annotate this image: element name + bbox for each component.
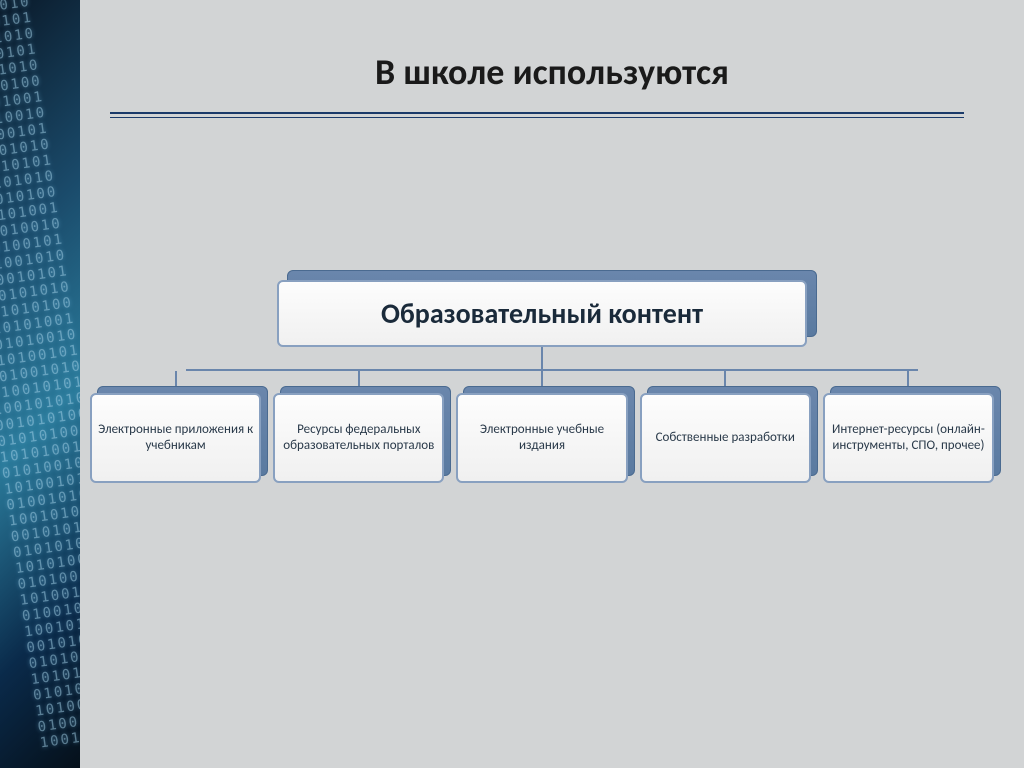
child-box: Электронные приложения к учебникам (90, 393, 261, 483)
child-node: Электронные учебные издания (456, 371, 627, 483)
child-box-wrap: Ресурсы федеральных образовательных порт… (273, 393, 444, 483)
child-box: Электронные учебные издания (456, 393, 627, 483)
slide-main: В школе используются Образовательный кон… (80, 0, 1024, 768)
title-underline (110, 112, 964, 118)
child-node: Электронные приложения к учебникам (90, 371, 261, 483)
child-node: Ресурсы федеральных образовательных порт… (273, 371, 444, 483)
child-box: Собственные разработки (640, 393, 811, 483)
child-node: Собственные разработки (640, 371, 811, 483)
child-box: Интернет-ресурсы (онлайн-инструменты, СП… (823, 393, 994, 483)
binary-motif: 010101001 101010010 010100101 101001010 … (0, 0, 80, 751)
children-row: Электронные приложения к учебникамРесурс… (80, 371, 1004, 483)
connector-root-down (541, 347, 543, 369)
child-box-wrap: Электронные учебные издания (456, 393, 627, 483)
child-box-wrap: Интернет-ресурсы (онлайн-инструменты, СП… (823, 393, 994, 483)
org-chart: Образовательный контент Электронные прил… (80, 280, 1004, 483)
root-box: Образовательный контент (277, 280, 807, 347)
child-box-wrap: Собственные разработки (640, 393, 811, 483)
child-node: Интернет-ресурсы (онлайн-инструменты, СП… (823, 371, 994, 483)
root-node: Образовательный контент (277, 280, 807, 347)
slide-title: В школе используются (80, 50, 1024, 94)
child-box-wrap: Электронные приложения к учебникам (90, 393, 261, 483)
decorative-sidebar: 010101001 101010010 010100101 101001010 … (0, 0, 80, 768)
child-box: Ресурсы федеральных образовательных порт… (273, 393, 444, 483)
